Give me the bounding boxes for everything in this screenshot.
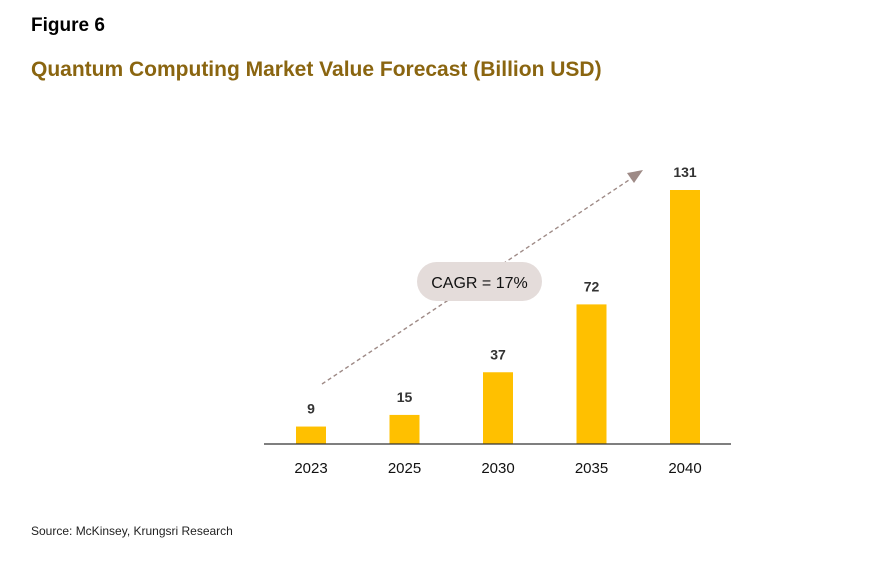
- bar-2030: [483, 372, 513, 444]
- x-tick-label-2030: 2030: [481, 460, 514, 477]
- cagr-annotation-box: [417, 262, 542, 301]
- value-label-2040: 131: [673, 164, 697, 180]
- cagr-arrow: [321, 170, 643, 385]
- bar-2040: [670, 190, 700, 444]
- value-label-2023: 9: [307, 401, 315, 417]
- cagr-arrow-head: [627, 170, 643, 183]
- cagr-arrow-line: [321, 177, 633, 385]
- bar-2023: [296, 426, 326, 444]
- value-label-2030: 37: [490, 346, 506, 362]
- x-tick-label-2025: 2025: [388, 460, 421, 477]
- x-tick-label-2035: 2035: [575, 460, 608, 477]
- cagr-annotation-text: CAGR = 17%: [431, 275, 527, 292]
- value-label-2025: 15: [397, 389, 413, 405]
- x-tick-labels-group: 2023 2025 2030 2035 2040: [294, 460, 701, 477]
- chart-title: Quantum Computing Market Value Forecast …: [31, 58, 602, 81]
- x-tick-label-2023: 2023: [294, 460, 327, 477]
- value-labels-group: 9 15 37 72 131: [307, 164, 697, 417]
- cagr-annotation: CAGR = 17%: [417, 262, 542, 301]
- x-tick-label-2040: 2040: [668, 460, 701, 477]
- value-label-2035: 72: [584, 278, 600, 294]
- bar-2035: [576, 304, 607, 444]
- figure-label: Figure 6: [31, 15, 105, 36]
- bars-group: [296, 190, 700, 444]
- source-note: Source: McKinsey, Krungsri Research: [31, 524, 233, 538]
- bar-2025: [389, 414, 420, 444]
